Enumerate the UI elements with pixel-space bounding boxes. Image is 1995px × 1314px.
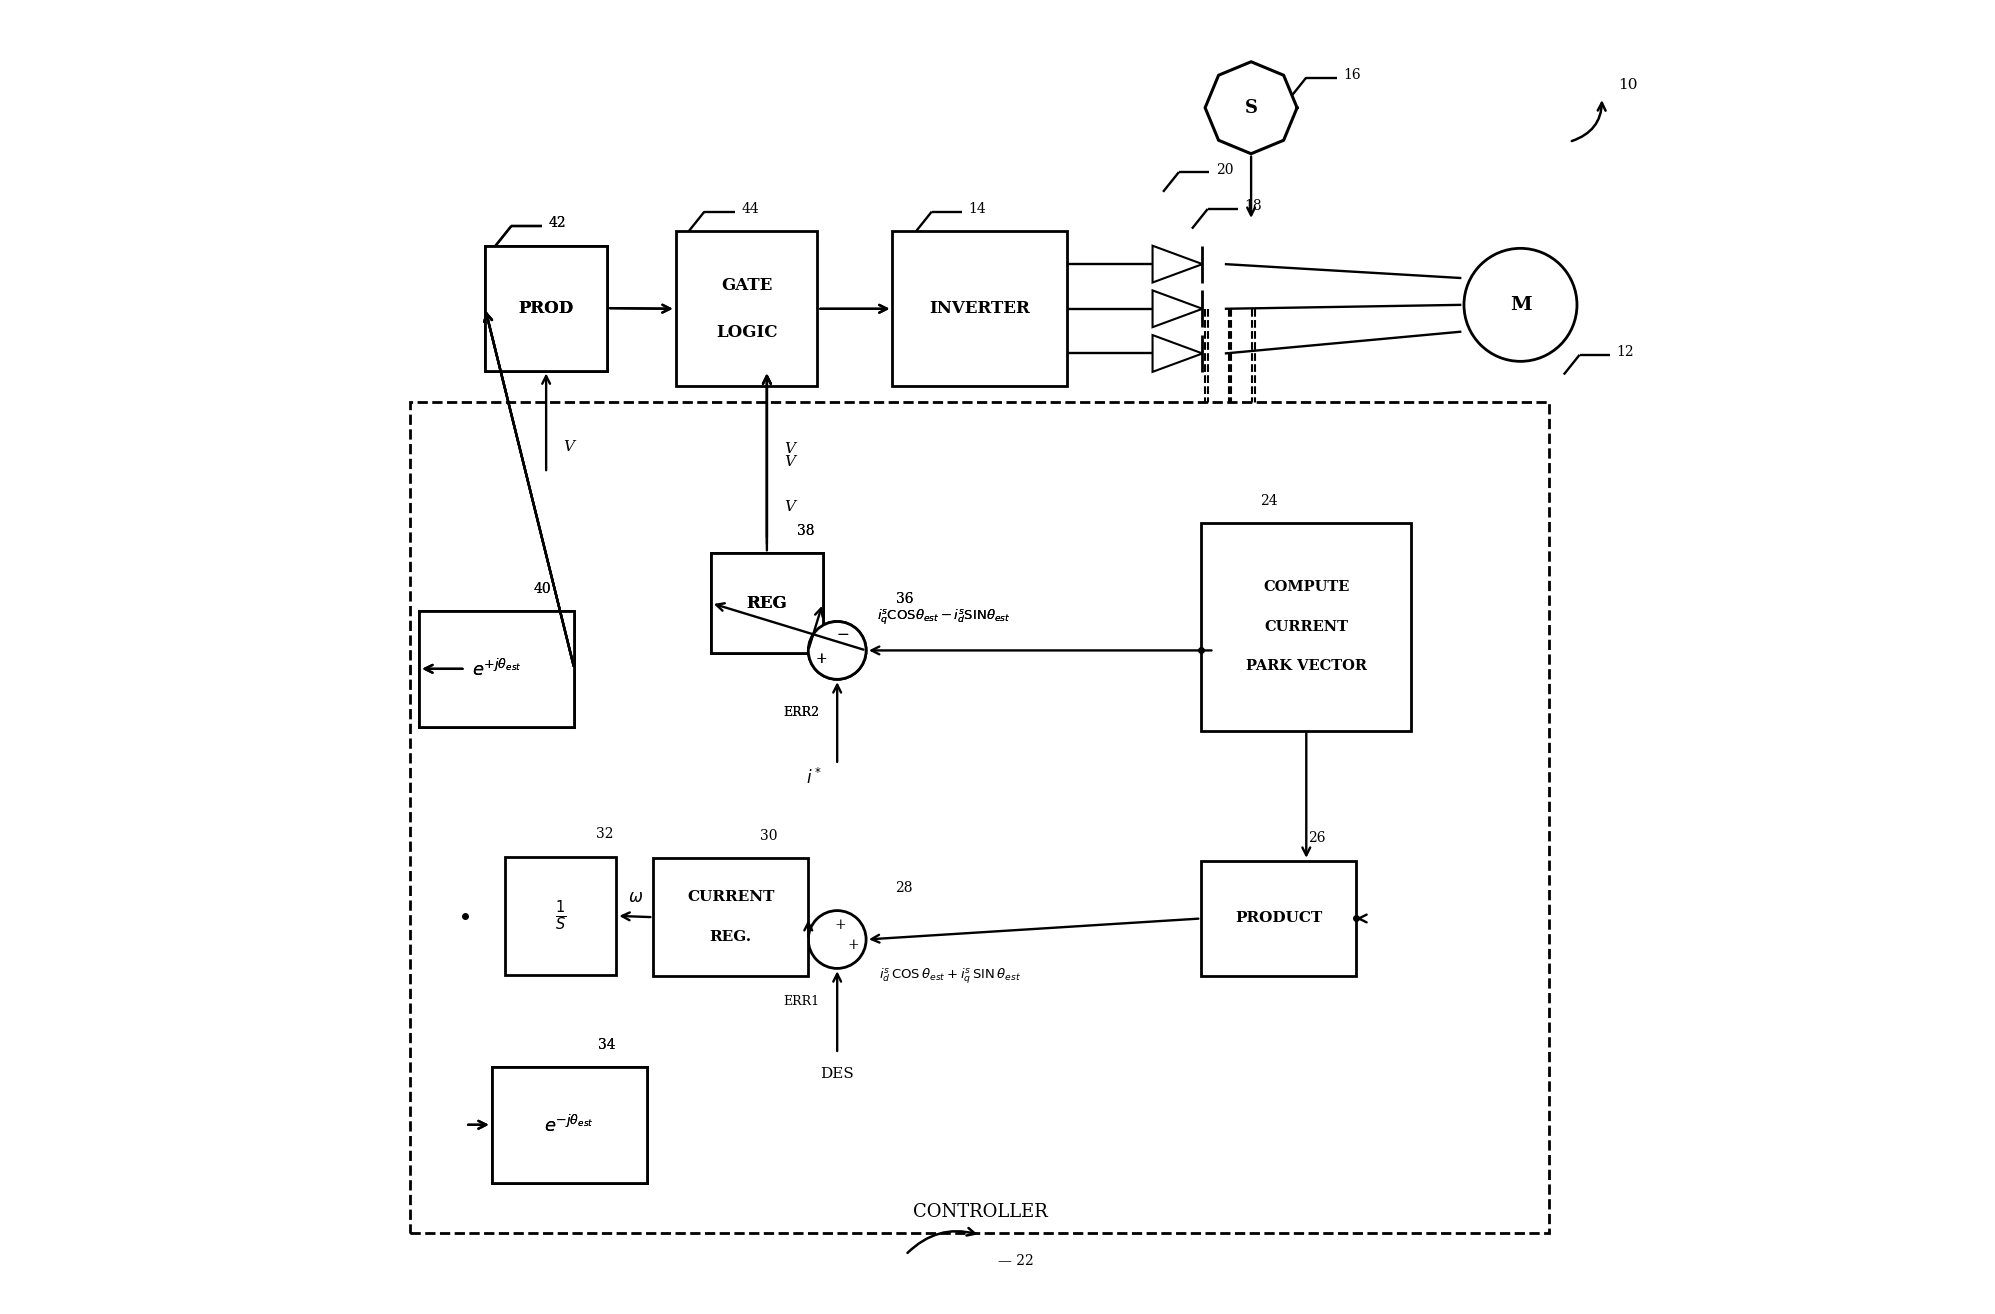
Text: $i^*$: $i^*$ [806,767,822,788]
Text: ERR2: ERR2 [784,706,820,719]
Bar [411,402,1550,1233]
Bar [491,1067,646,1183]
Bar [419,611,575,727]
Text: S: S [1245,99,1257,117]
Text: 20: 20 [1215,163,1233,176]
Text: 40: 40 [535,582,551,595]
Circle shape [1464,248,1576,361]
Circle shape [808,622,866,679]
Text: +: + [834,918,846,932]
Text: M: M [1510,296,1532,314]
Text: 12: 12 [1616,346,1634,359]
Text: PARK VECTOR: PARK VECTOR [1245,660,1367,673]
Text: +: + [816,652,828,666]
Circle shape [808,622,866,679]
Text: $i_q^s\mathrm{COS}\theta_{est}-i_d^s\mathrm{SIN}\theta_{est}$: $i_q^s\mathrm{COS}\theta_{est}-i_d^s\mat… [876,608,1009,627]
Text: 44: 44 [742,202,758,215]
Text: PRODUCT: PRODUCT [1235,912,1323,925]
Text: +: + [848,938,860,953]
Text: +: + [816,652,828,666]
Text: REG: REG [746,595,788,611]
Bar [710,553,822,653]
Circle shape [808,911,866,968]
Text: 10: 10 [1618,79,1638,92]
FancyArrowPatch shape [908,1229,976,1254]
Text: −: − [836,628,850,641]
Text: CURRENT: CURRENT [1265,620,1349,633]
Bar [1201,861,1357,976]
Text: 38: 38 [798,524,814,537]
Text: V: V [784,455,794,469]
Text: $i_q^s\mathrm{COS}\theta_{est}-i_d^s\mathrm{SIN}\theta_{est}$: $i_q^s\mathrm{COS}\theta_{est}-i_d^s\mat… [876,608,1009,627]
Text: V: V [563,440,575,453]
Text: PROD: PROD [519,300,575,317]
Text: $e^{-j\theta_{est}}$: $e^{-j\theta_{est}}$ [545,1114,595,1135]
Text: 16: 16 [1343,68,1361,81]
Text: 26: 26 [1309,832,1325,845]
Bar [505,857,616,975]
Text: CONTROLLER: CONTROLLER [914,1202,1047,1221]
Text: 38: 38 [798,524,814,537]
Text: 42: 42 [549,217,567,230]
Text: 24: 24 [1261,494,1279,507]
Polygon shape [696,499,892,683]
Text: LOGIC: LOGIC [716,325,778,340]
Bar [491,1067,646,1183]
Text: −: − [836,628,850,641]
Text: 32: 32 [597,828,614,841]
Text: ERR2: ERR2 [784,706,820,719]
Text: 18: 18 [1245,200,1263,213]
Polygon shape [1205,62,1297,154]
Text: 28: 28 [896,882,914,895]
Text: $i_d^s\,\mathrm{COS}\,\theta_{est}+i_q^s\,\mathrm{SIN}\,\theta_{est}$: $i_d^s\,\mathrm{COS}\,\theta_{est}+i_q^s… [880,967,1021,986]
Text: PROD: PROD [519,300,575,317]
Text: CURRENT: CURRENT [686,891,774,904]
Text: $\omega$: $\omega$ [628,890,642,905]
Text: 42: 42 [549,217,567,230]
Polygon shape [419,591,491,1202]
Text: $e^{+j\theta_{est}}$: $e^{+j\theta_{est}}$ [473,658,521,679]
Bar [485,246,606,371]
Text: GATE: GATE [720,277,772,293]
Text: $e^{+j\theta_{est}}$: $e^{+j\theta_{est}}$ [473,658,521,679]
Bar [419,611,575,727]
Text: REG: REG [746,595,788,611]
Text: 40: 40 [535,582,551,595]
Text: 36: 36 [896,593,914,606]
Text: 34: 34 [598,1038,616,1051]
Bar [485,246,606,371]
Text: V: V [784,501,794,514]
Polygon shape [748,371,786,553]
Text: DES: DES [820,1067,854,1080]
FancyArrowPatch shape [1572,102,1606,141]
Text: $e^{-j\theta_{est}}$: $e^{-j\theta_{est}}$ [545,1114,595,1135]
Bar [1201,523,1410,731]
Text: 36: 36 [896,593,914,606]
Text: 34: 34 [598,1038,616,1051]
Text: 30: 30 [760,829,778,842]
Bar [652,858,808,976]
Text: — 22: — 22 [998,1255,1033,1268]
Text: REG.: REG. [710,930,752,943]
Text: ERR1: ERR1 [784,995,820,1008]
Text: COMPUTE: COMPUTE [1263,581,1349,594]
Bar [892,231,1067,386]
Bar [676,231,818,386]
Text: $\frac{1}{S}$: $\frac{1}{S}$ [555,899,567,933]
Text: V: V [784,442,794,456]
Text: INVERTER: INVERTER [930,301,1029,317]
Bar [710,553,822,653]
Text: 14: 14 [970,202,986,215]
